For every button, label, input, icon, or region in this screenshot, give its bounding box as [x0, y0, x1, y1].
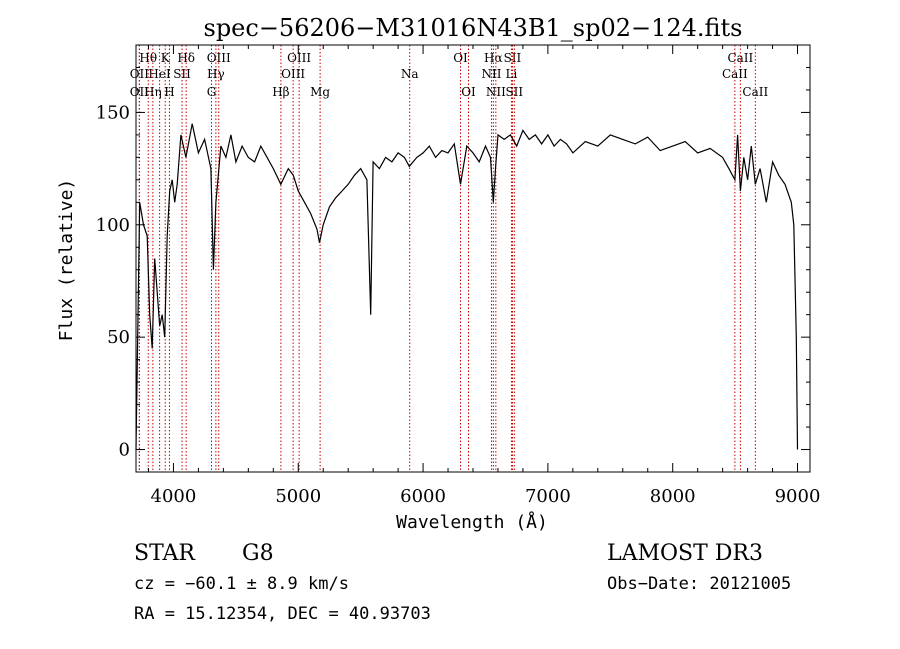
line-marker-label: HeI [148, 67, 171, 81]
x-tick-label: 5000 [275, 486, 321, 507]
line-marker-label: Hα [484, 51, 503, 65]
coordinates: RA = 15.12354, DEC = 40.93703 [134, 604, 431, 624]
line-marker-label: Li [506, 67, 518, 81]
line-marker-label: Hδ [177, 51, 195, 65]
line-marker-label: OIII [281, 67, 305, 81]
x-tick-label: 9000 [775, 486, 821, 507]
line-marker-label: CaII [742, 85, 768, 99]
line-marker-label: OI [453, 51, 468, 65]
x-axis: 4000 5000 6000 7000 8000 9000 [147, 45, 821, 507]
line-marker-label: Hη [144, 85, 162, 99]
line-marker-label: SII [505, 85, 523, 99]
line-marker-label: OΙΙ [130, 85, 150, 99]
plot-frame [135, 44, 811, 473]
line-marker-label: CaII [727, 51, 753, 65]
line-marker-label: OI [461, 85, 476, 99]
y-tick-label: 100 [96, 215, 130, 236]
chart-title: spec−56206−M31016N43B1_sp02−124.fits [204, 14, 743, 42]
line-marker-label: SII [173, 67, 191, 81]
line-marker-label: Hγ [207, 67, 225, 81]
x-axis-label: Wavelength (Å) [396, 511, 548, 533]
line-marker-label: Na [401, 67, 419, 81]
survey-name: LAMOST DR3 [607, 541, 763, 566]
x-tick-label: 4000 [151, 486, 197, 507]
line-marker-label: Hβ [272, 85, 289, 99]
x-tick-label: 6000 [400, 486, 446, 507]
line-marker-label: Hθ [139, 51, 157, 65]
line-marker-label: OIII [287, 51, 311, 65]
x-tick-label: 7000 [525, 486, 571, 507]
line-marker-label: G [207, 85, 217, 99]
line-marker-label: OIII [207, 51, 231, 65]
y-axis-label: Flux (relative) [56, 179, 77, 342]
x-tick-label: 8000 [650, 486, 696, 507]
object-subclass: G8 [242, 541, 274, 566]
y-tick-label: 0 [119, 440, 130, 461]
line-marker-label: CaII [722, 67, 748, 81]
object-class: STAR [134, 541, 196, 566]
line-marker-label: NII [486, 85, 506, 99]
spectrum-line [135, 123, 799, 450]
y-axis: 0 50 100 150 [96, 44, 810, 473]
line-marker-label: H [164, 85, 174, 99]
line-marker-label: Mg [310, 85, 330, 99]
y-tick-label: 50 [107, 327, 130, 348]
line-marker-label: SII [504, 51, 522, 65]
line-marker-label: NII [481, 67, 501, 81]
obs-date: Obs−Date: 20121005 [607, 574, 791, 594]
spectrum-series [135, 123, 799, 450]
y-tick-label: 150 [96, 102, 130, 123]
line-marker-label: K [161, 51, 171, 65]
redshift-cz: cz = −60.1 ± 8.9 km/s [134, 574, 349, 594]
